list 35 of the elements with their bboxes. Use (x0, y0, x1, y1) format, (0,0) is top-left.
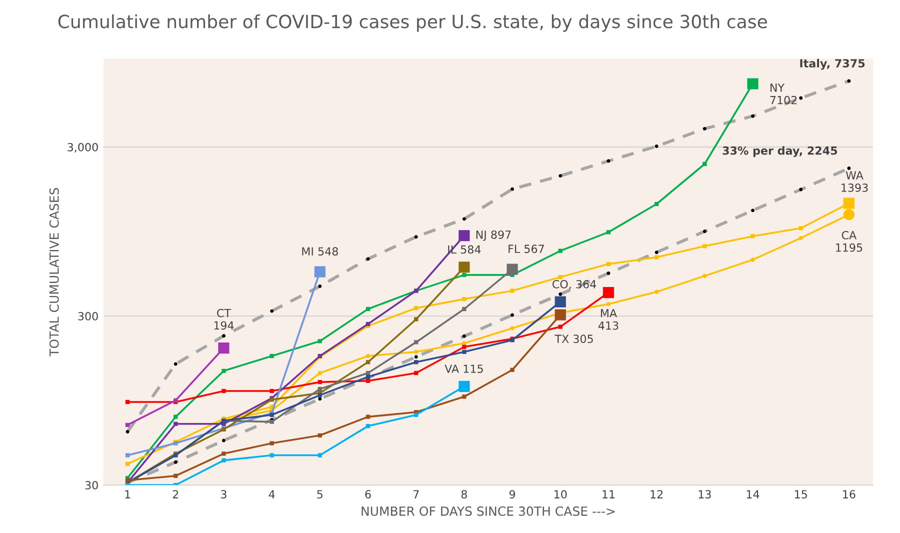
annotation: CT 194 (214, 308, 234, 330)
x-tick-label: 16 (843, 490, 856, 498)
x-tick-label: 4 (268, 490, 275, 498)
annotation: FL 567 (508, 244, 544, 254)
x-tick-label: 8 (461, 490, 467, 498)
x-tick-label: 14 (746, 490, 760, 498)
annotation: WA 1393 (842, 171, 868, 192)
annotation: Italy, 7375 (800, 58, 865, 70)
x-tick-label: 6 (365, 490, 371, 498)
annotation: NJ 897 (476, 230, 511, 241)
chart-title: Cumulative number of COVID-19 cases per U.S. state, by days since 30th case (58, 14, 767, 32)
annotation: CA 1195 (836, 230, 862, 252)
y-axis-title: TOTAL CUMULATIVE CASES (49, 188, 59, 356)
x-tick-label: 13 (698, 490, 711, 498)
x-tick-label: 10 (554, 490, 567, 498)
x-tick-label: 15 (795, 490, 807, 498)
annotation: TX 305 (554, 334, 593, 344)
x-tick-label: 5 (317, 490, 322, 498)
x-tick-label: 11 (602, 490, 615, 498)
y-tick-label: 3,000 (68, 142, 98, 153)
annotation: MA 413 (598, 309, 618, 330)
x-tick-label: 9 (509, 490, 516, 498)
annotation: MI 548 (302, 247, 338, 256)
y-tick-label: 300 (78, 312, 98, 320)
annotation: NY 7102 (770, 84, 797, 104)
annotation: 33% per day, 2245 (722, 146, 838, 158)
x-tick-label: 1 (125, 490, 130, 498)
x-tick-label: 12 (650, 490, 663, 498)
x-tick-label: 2 (172, 490, 178, 498)
annotation: CO, 364 (552, 280, 596, 290)
y-tick-label: 30 (85, 481, 98, 490)
x-tick-label: 7 (413, 490, 419, 498)
annotation: VA 115 (444, 364, 483, 373)
x-axis-title: NUMBER OF DAYS SINCE 30TH CASE ---> (362, 506, 615, 516)
x-tick-label: 3 (221, 490, 226, 498)
